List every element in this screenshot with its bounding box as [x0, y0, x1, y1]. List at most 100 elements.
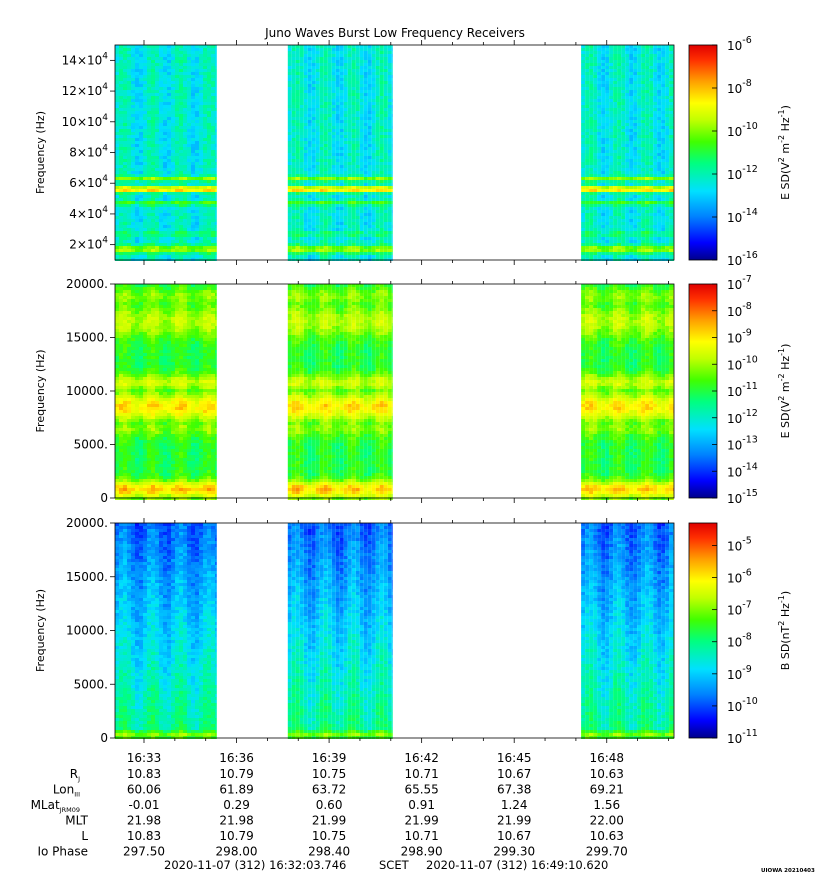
heatmap-cell [331, 93, 336, 96]
heatmap-cell [147, 171, 151, 174]
heatmap-cell [633, 174, 638, 177]
heatmap-cell [375, 207, 380, 210]
heatmap-cell [315, 126, 320, 129]
heatmap-cell [155, 75, 159, 78]
heatmap-cell [167, 81, 171, 84]
heatmap-cell [179, 87, 183, 90]
heatmap-cell [211, 189, 215, 192]
heatmap-cell [665, 177, 670, 180]
heatmap-cell [355, 207, 360, 210]
heatmap-cell [641, 183, 646, 186]
heatmap-cell [653, 108, 658, 111]
heatmap-cell [617, 96, 622, 99]
heatmap-cell [159, 147, 163, 150]
heatmap-cell [335, 228, 340, 231]
heatmap-cell [327, 240, 332, 243]
heatmap-cell [163, 114, 167, 117]
heatmap-cell [633, 150, 638, 153]
heatmap-cell [207, 87, 211, 90]
heatmap-cell [155, 147, 159, 150]
heatmap-cell [387, 231, 392, 234]
heatmap-cell [151, 171, 155, 174]
heatmap-cell [371, 135, 376, 138]
heatmap-cell [653, 114, 658, 117]
heatmap-cell [367, 216, 372, 219]
heatmap-cell [195, 240, 199, 243]
heatmap-cell [633, 186, 638, 189]
heatmap-cell [661, 90, 666, 93]
heatmap-cell [387, 183, 392, 186]
heatmap-cell [115, 159, 119, 162]
heatmap-cell [143, 66, 147, 69]
heatmap-cell [605, 144, 610, 147]
heatmap-cell [351, 63, 356, 66]
heatmap-cell [303, 111, 308, 114]
heatmap-cell [673, 78, 674, 81]
heatmap-cell [291, 69, 296, 72]
heatmap-cell [311, 126, 316, 129]
heatmap-cell [343, 132, 348, 135]
heatmap-cell [299, 51, 304, 54]
heatmap-cell [629, 96, 634, 99]
heatmap-cell [669, 138, 674, 141]
heatmap-cell [155, 129, 159, 132]
heatmap-cell [163, 45, 167, 48]
heatmap-cell [143, 126, 147, 129]
heatmap-cell [187, 246, 191, 249]
heatmap-cell [211, 162, 215, 165]
heatmap-cell [653, 168, 658, 171]
heatmap-cell [195, 96, 199, 99]
heatmap-cell [649, 60, 654, 63]
heatmap-cell [355, 57, 360, 60]
heatmap-cell [303, 210, 308, 213]
heatmap-cell [167, 117, 171, 120]
heatmap-cell [335, 231, 340, 234]
heatmap-cell [163, 228, 167, 231]
heatmap-cell [339, 228, 344, 231]
heatmap-cell [657, 114, 662, 117]
heatmap-cell [585, 153, 590, 156]
heatmap-cell [183, 156, 187, 159]
heatmap-cell [187, 108, 191, 111]
heatmap-cell [327, 93, 332, 96]
heatmap-cell [621, 147, 626, 150]
heatmap-cell [613, 72, 618, 75]
heatmap-cell [379, 135, 384, 138]
heatmap-cell [335, 255, 340, 258]
heatmap-cell [307, 252, 312, 255]
heatmap-cell [163, 81, 167, 84]
heatmap-cell [143, 201, 147, 204]
heatmap-cell [383, 51, 388, 54]
heatmap-cell [661, 45, 666, 48]
heatmap-cell [295, 57, 300, 60]
heatmap-cell [195, 249, 199, 252]
heatmap-cell [629, 147, 634, 150]
heatmap-cell [363, 63, 368, 66]
heatmap-cell [131, 201, 135, 204]
heatmap-cell [351, 87, 356, 90]
heatmap-cell [673, 108, 674, 111]
heatmap-cell [609, 60, 614, 63]
heatmap-cell [299, 216, 304, 219]
heatmap-cell [633, 108, 638, 111]
heatmap-cell [115, 129, 119, 132]
heatmap-cell [383, 129, 388, 132]
heatmap-cell [323, 255, 328, 258]
heatmap-cell [307, 174, 312, 177]
heatmap-cell [179, 174, 183, 177]
heatmap-cell [119, 111, 123, 114]
heatmap-cell [331, 75, 336, 78]
heatmap-cell [179, 222, 183, 225]
heatmap-cell [195, 180, 199, 183]
heatmap-cell [327, 219, 332, 222]
heatmap-cell [633, 183, 638, 186]
heatmap-cell [375, 174, 380, 177]
heatmap-cell [183, 153, 187, 156]
heatmap-cell [661, 99, 666, 102]
heatmap-cell [613, 183, 618, 186]
heatmap-cell [307, 129, 312, 132]
heatmap-cell [661, 111, 666, 114]
heatmap-cell [131, 258, 135, 261]
heatmap-cell [359, 54, 364, 57]
heatmap-cell [179, 84, 183, 87]
